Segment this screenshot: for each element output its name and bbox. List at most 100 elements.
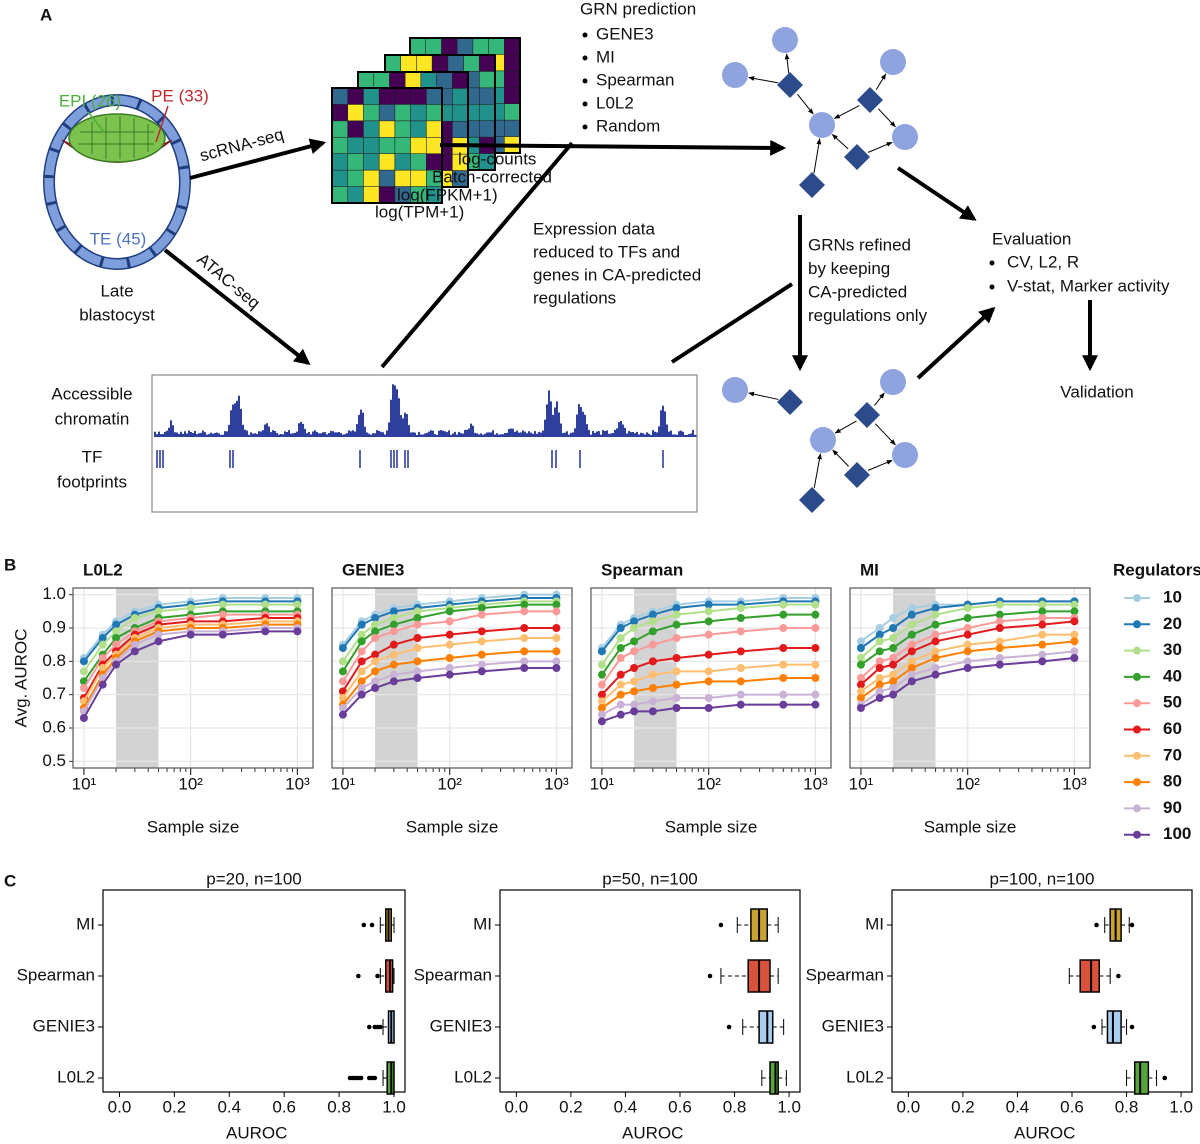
point [704,600,713,609]
heatmap-cell [431,54,449,73]
point [79,657,88,666]
heatmap-cell [400,54,418,73]
legend-dot [1133,699,1141,708]
x-tick-label: 0.2 [559,1097,583,1116]
point [552,607,561,616]
point [811,600,820,609]
heatmap-cell [394,104,412,122]
heatmap-cell [478,54,496,73]
y-axis-label: Avg. AUROC [11,629,30,728]
point [672,610,681,619]
tf-node [799,172,825,198]
pe-pointer [155,105,169,143]
y-tick-label: L0L2 [57,1067,95,1086]
legend-label: 100 [1163,824,1191,843]
point [445,654,454,662]
point [1038,650,1047,659]
point [672,667,681,676]
y-tick-label: MI [473,914,492,933]
heatmap-cell [389,71,406,90]
panel-label: B [4,555,16,574]
edge [831,134,849,150]
point [811,660,820,669]
grn-method: GENE3 [596,24,654,43]
heatmap-cell [331,120,349,138]
point [389,627,398,636]
point [371,634,380,642]
heatmap-cell [503,103,521,121]
panel-label: C [4,871,16,890]
point [130,614,139,622]
point [779,644,788,652]
heatmap-cell [331,87,349,106]
refined-line: CA-predicted [808,282,907,301]
point [672,680,681,689]
point [889,644,898,652]
point [338,657,347,666]
point [1070,617,1079,626]
x-axis-label: AUROC [622,1123,683,1142]
point [630,700,639,709]
point [995,654,1004,662]
point [875,637,884,646]
x-tick-label: 10³ [803,774,828,793]
x-axis-label: Sample size [665,817,758,836]
point [630,707,639,716]
plot-border [72,587,314,769]
point [889,614,898,622]
point [597,680,606,689]
heatmap-cell [363,120,380,138]
gene-node [722,62,748,88]
y-tick-label: Spearman [414,965,492,984]
point [889,624,898,632]
point [931,604,940,612]
point [1038,630,1047,639]
point [261,600,270,609]
box [758,1010,774,1044]
heatmap-cell [331,186,349,204]
heatmap-cell [410,87,427,106]
point [736,647,745,656]
point [186,604,195,612]
point [889,654,898,662]
chart-title: GENIE3 [342,560,404,579]
legend-dot [1133,672,1141,681]
point [779,690,788,699]
point [1038,600,1047,609]
point [704,607,713,616]
point [648,617,657,626]
heatmap-cell [409,37,427,56]
y-tick-label: 0.8 [42,651,66,670]
x-tick-label: 10¹ [849,774,874,793]
track-label: footprints [57,472,127,491]
edge [874,423,896,446]
point [736,604,745,612]
heatmap-cell [373,71,391,90]
point [413,644,422,652]
point [1038,620,1047,629]
connector [380,141,574,369]
tf-node [777,72,803,98]
point [648,640,657,649]
point [413,634,422,642]
heatmap-cell [410,136,427,155]
heatmap-cell [503,54,521,72]
arrow [163,248,311,365]
point [130,647,139,656]
point [995,610,1004,619]
plot-area [332,588,572,768]
eval-item: V-stat, Marker activity [1007,276,1170,295]
point [779,624,788,632]
y-tick-label: MI [76,914,95,933]
x-tick-label: 0.6 [1060,1097,1084,1116]
point [811,610,820,619]
point [154,637,163,646]
heatmap-cell [425,120,443,138]
x-tick-label: 0.6 [668,1097,692,1116]
point [907,670,916,679]
point [779,674,788,682]
x-tick-label: 10² [178,774,203,793]
point [856,694,865,702]
point [389,677,398,686]
tf-node [777,389,803,415]
